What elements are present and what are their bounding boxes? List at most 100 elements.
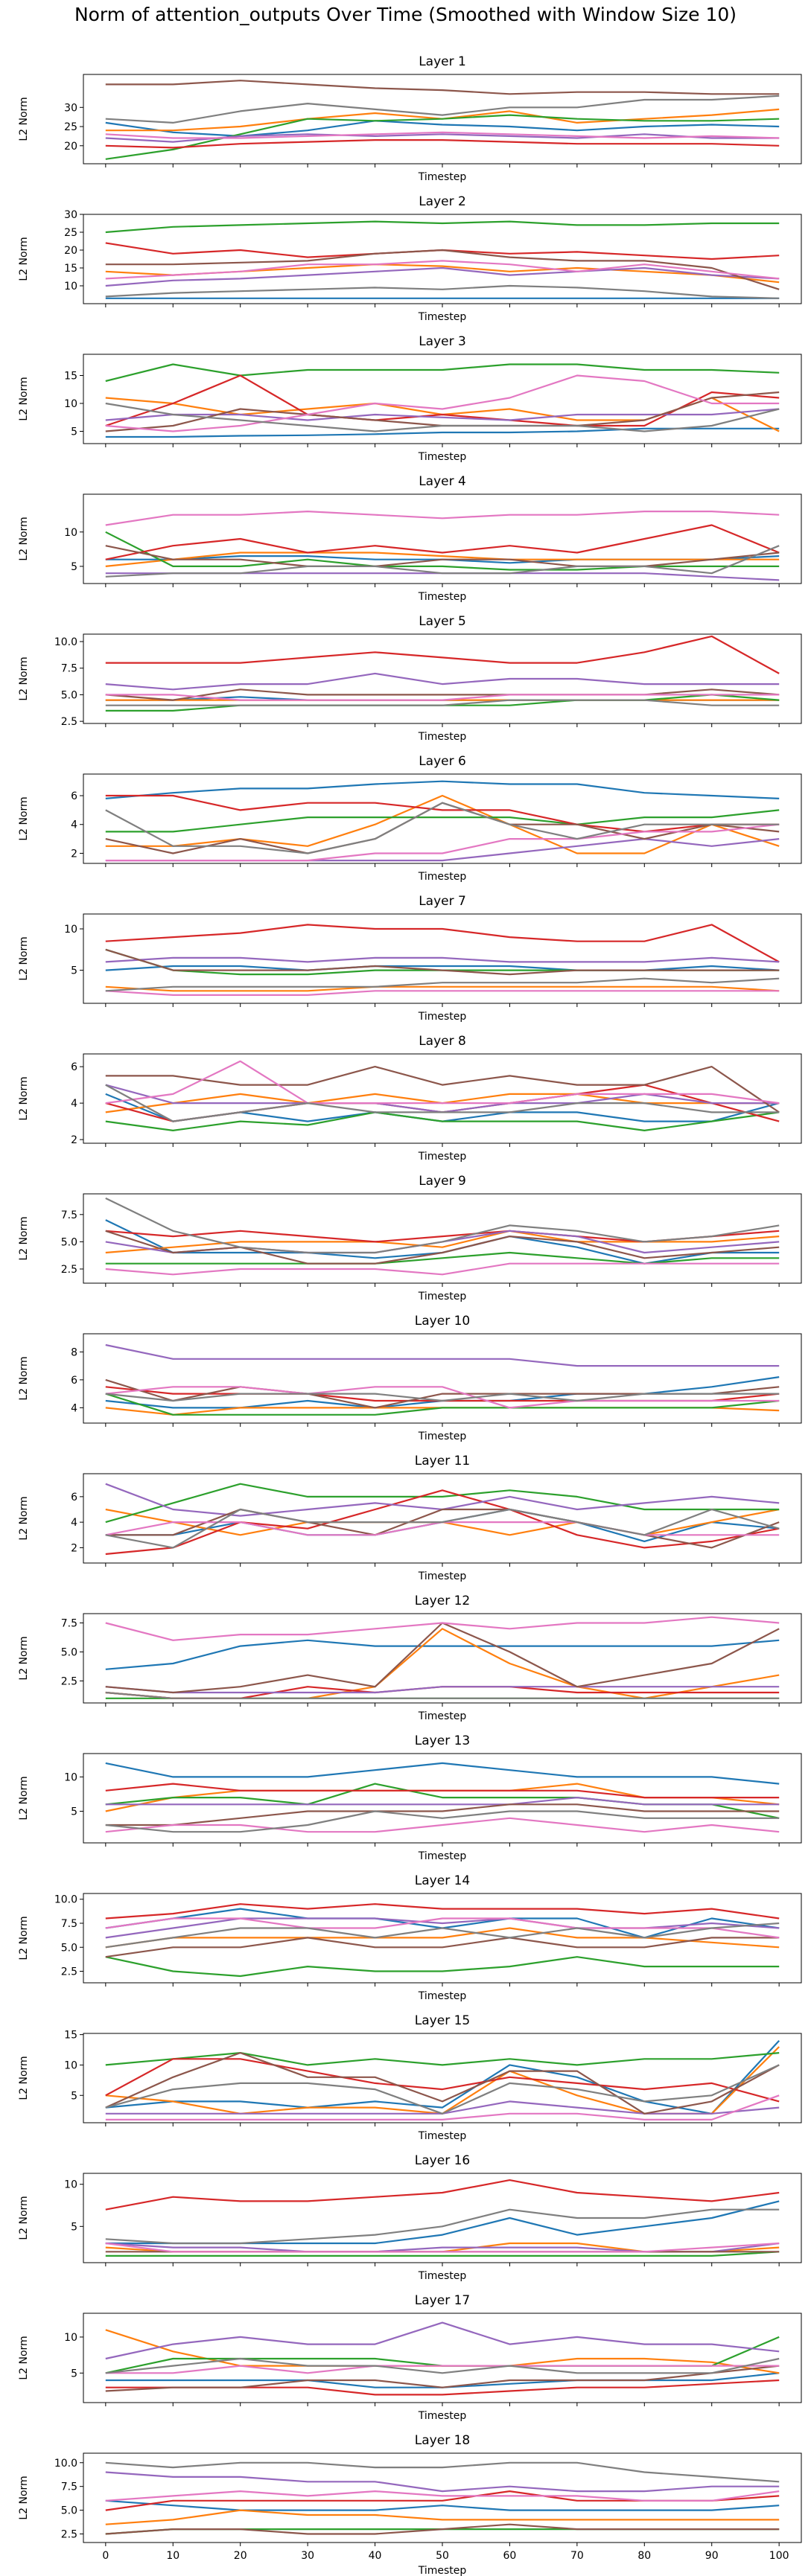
x-axis-label: Timestep [418,1850,467,1862]
series-group [105,2179,780,2257]
y-tick-label: 10 [64,1771,77,1783]
y-tick-label: 2.5 [61,716,77,728]
y-tick-label: 20 [64,245,77,257]
y-tick-label: 2.5 [61,1675,77,1687]
panel-title: Layer 10 [415,1314,470,1329]
series-line [105,965,780,971]
series-line [105,823,780,862]
series-group [105,2321,780,2396]
y-tick-label: 5 [71,561,77,573]
y-axis-label: L2 Norm [18,1916,30,1960]
series-line [105,2490,780,2502]
y-tick-label: 5.0 [61,2505,77,2517]
y-tick-label: 5 [71,2221,77,2233]
series-line [105,1483,780,1517]
panel-title: Layer 3 [419,334,466,349]
series-line [105,249,780,290]
y-tick-label: 25 [64,121,77,133]
series-line [105,1508,780,1549]
series-group [105,1060,780,1131]
layer-panel: Layer 11 2 4 6 Timestep L2 Norm [18,1454,802,1582]
panel-title: Layer 12 [415,1594,470,1608]
series-line [105,2461,780,2483]
panel-title: Layer 4 [419,474,466,489]
series-line [105,552,780,567]
panel-title: Layer 13 [415,1733,470,1748]
series-line [105,531,780,571]
series-line [105,977,780,992]
x-axis-label: Timestep [418,171,467,183]
layer-panel: Layer 5 2.5 5.0 7.5 10.0 Timestep L2 Norm [18,614,802,743]
x-tick-label: 10 [166,2550,179,2562]
series-group [105,635,780,712]
y-tick-label: 8 [71,1346,77,1358]
y-axis-label: L2 Norm [18,2056,30,2100]
y-tick-label: 7.5 [61,663,77,675]
x-tick-label: 80 [637,2550,651,2562]
panel-title: Layer 18 [415,2433,470,2448]
x-axis-label: Timestep [418,1151,467,1163]
panel-title: Layer 1 [419,54,466,69]
y-tick-label: 10.0 [54,2458,77,2470]
series-line [105,1639,780,1670]
y-tick-label: 5 [71,2090,77,2102]
series-line [105,990,780,996]
y-tick-label: 4 [71,1098,77,1110]
y-tick-label: 4 [71,1402,77,1414]
series-group [105,924,780,996]
panel-title: Layer 9 [419,1174,466,1189]
series-line [105,1066,780,1113]
x-axis-label: Timestep [418,1011,467,1023]
figure-title: Norm of attention_outputs Over Time (Smo… [74,4,737,25]
series-line [105,2471,780,2493]
series-line [105,2179,780,2211]
series-line [105,114,780,160]
series-group [105,1762,780,1833]
series-line [105,802,780,854]
x-axis-label: Timestep [418,1291,467,1303]
panel-title: Layer 14 [415,1873,470,1888]
series-line [105,635,780,674]
series-line [105,1508,780,1542]
series-line [105,924,780,963]
x-axis-label: Timestep [418,2410,467,2422]
y-tick-label: 6 [71,1492,77,1503]
layer-panel: Layer 1 20 25 30 Timestep L2 Norm [18,54,802,183]
series-group [105,1197,780,1276]
y-tick-label: 4 [71,819,77,831]
series-line [105,1817,780,1833]
series-line [105,108,780,132]
series-line [105,1508,780,1549]
series-group [105,363,780,438]
series-group [105,2461,780,2535]
y-tick-label: 5 [71,426,77,438]
series-line [105,1393,780,1416]
y-tick-label: 30 [64,209,77,221]
y-tick-label: 15 [64,263,77,275]
series-line [105,1691,780,1699]
x-axis-label: Timestep [418,1710,467,1722]
x-axis-label: Timestep [418,591,467,603]
x-axis-label: Timestep [418,2130,467,2142]
series-line [105,2242,780,2253]
y-tick-label: 5 [71,965,77,977]
series-line [105,572,780,581]
y-tick-label: 10 [64,281,77,293]
y-axis-label: L2 Norm [18,796,30,840]
axes-frame [83,1473,802,1564]
x-axis-label: Timestep [418,2270,467,2282]
layer-panel: Layer 4 5 10 Timestep L2 Norm [18,474,802,603]
series-line [105,1917,780,1939]
series-line [105,2357,780,2374]
panel-title: Layer 16 [415,2153,470,2168]
y-axis-label: L2 Norm [18,377,30,421]
series-line [105,794,780,854]
y-tick-label: 7.5 [61,1209,77,1221]
layer-panel: Layer 15 5 10 15 Timestep L2 Norm [18,2013,802,2142]
series-line [105,2094,780,2120]
y-tick-label: 2 [71,848,77,860]
series-line [105,2523,780,2535]
y-tick-label: 2.5 [61,1264,77,1276]
layer-panel: Layer 16 5 10 Timestep L2 Norm [18,2153,802,2282]
series-line [105,1937,780,1958]
